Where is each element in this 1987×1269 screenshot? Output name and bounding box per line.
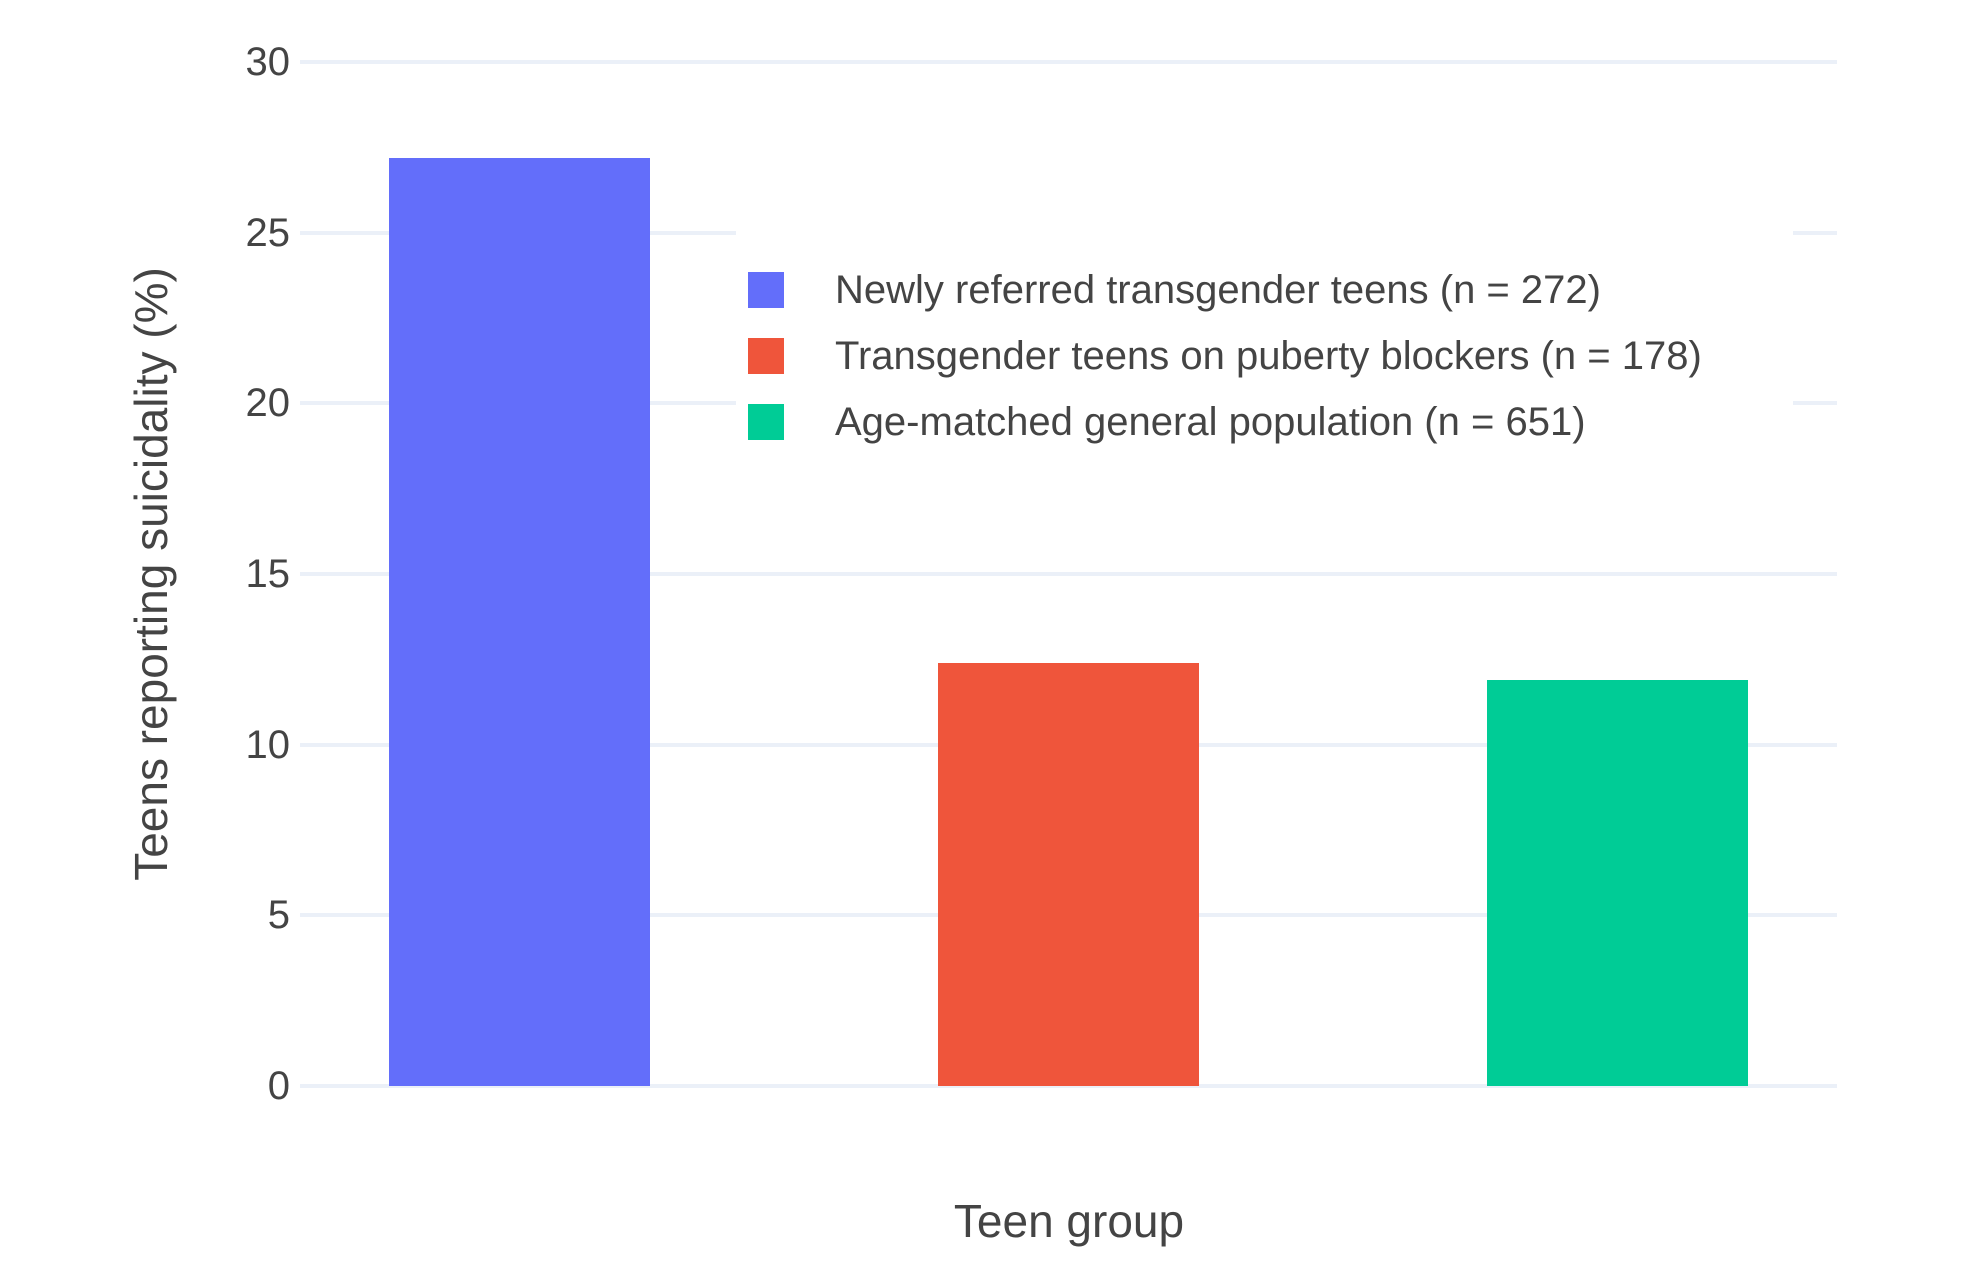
y-tick-label: 25 [245, 210, 291, 255]
legend-swatch [748, 404, 784, 440]
legend-swatch [748, 272, 784, 308]
legend-label: Newly referred transgender teens (n = 27… [835, 267, 1601, 312]
bar [1487, 679, 1748, 1086]
legend: Newly referred transgender teens (n = 27… [736, 228, 1793, 467]
y-tick-label: 15 [245, 552, 291, 596]
y-tick-label: 20 [245, 381, 291, 426]
legend-item: Newly referred transgender teens (n = 27… [748, 257, 1793, 323]
y-axis-title: Teens reporting suicidality (%) [125, 267, 177, 881]
legend-swatch [748, 338, 784, 374]
legend-item: Age-matched general population (n = 651) [748, 389, 1793, 455]
legend-label: Age-matched general population (n = 651) [835, 399, 1586, 444]
gridline [300, 572, 1837, 576]
legend-item: Transgender teens on puberty blockers (n… [748, 323, 1793, 389]
x-axis-title: Teen group [953, 1195, 1185, 1247]
gridline [300, 1084, 1837, 1088]
y-tick-label: 5 [267, 893, 290, 938]
gridline [300, 60, 1837, 64]
y-tick-label: 0 [267, 1064, 290, 1108]
legend-label: Transgender teens on puberty blockers (n… [835, 333, 1702, 378]
bar [938, 662, 1199, 1086]
bar [389, 157, 650, 1086]
y-tick-label: 30 [245, 40, 291, 84]
y-tick-label: 10 [245, 722, 291, 767]
